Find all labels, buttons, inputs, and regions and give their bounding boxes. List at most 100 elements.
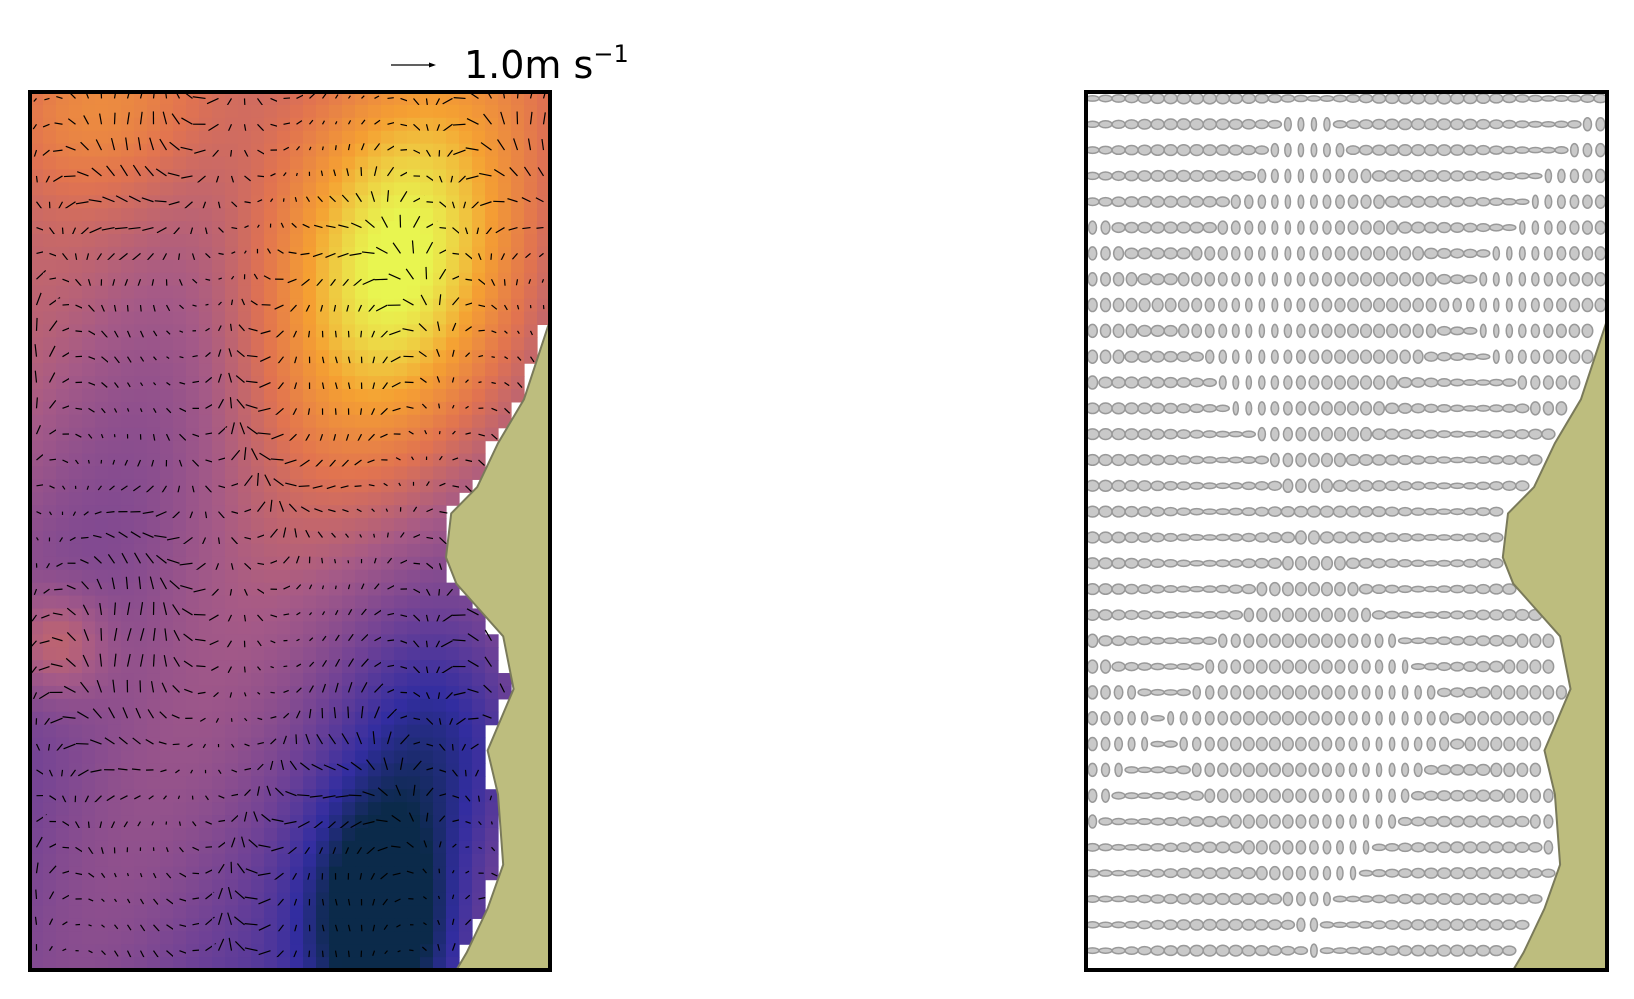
heat-cell — [290, 311, 304, 326]
velocity-arrow — [360, 143, 365, 151]
heat-cell — [108, 130, 122, 145]
tidal-ellipse — [1436, 918, 1452, 931]
heat-cell — [212, 518, 226, 532]
heat-cell — [212, 130, 226, 145]
heat-cell — [355, 259, 369, 274]
tidal-ellipse — [1515, 454, 1530, 466]
heat-cell — [381, 595, 395, 610]
velocity-arrow — [334, 682, 339, 693]
tidal-ellipse — [1295, 814, 1307, 829]
velocity-arrow — [245, 404, 258, 409]
heat-cell — [121, 621, 135, 635]
heat-cell — [225, 853, 239, 868]
velocity-arrow — [529, 111, 533, 125]
heat-cell — [485, 311, 499, 326]
heat-cell — [472, 853, 486, 868]
heat-cell — [420, 337, 434, 351]
velocity-arrow — [259, 452, 271, 461]
heat-cell — [316, 815, 330, 829]
heat-cell — [537, 259, 550, 274]
heat-cell — [420, 427, 434, 442]
tidal-ellipse — [1410, 893, 1426, 905]
tidal-ellipse — [1358, 144, 1374, 156]
velocity-arrow — [348, 95, 351, 99]
velocity-arrow — [81, 581, 89, 590]
heat-cell — [290, 931, 304, 945]
tidal-ellipse — [1436, 169, 1452, 182]
heat-cell — [433, 388, 447, 403]
velocity-arrow — [101, 356, 109, 363]
velocity-arrow — [42, 149, 50, 156]
heat-cell — [277, 234, 291, 248]
heat-cell — [407, 376, 421, 390]
heat-cell — [134, 466, 148, 480]
tidal-ellipse — [1191, 297, 1203, 313]
heat-cell — [407, 673, 421, 687]
tidal-ellipse — [1345, 119, 1361, 130]
tidal-ellipse — [1189, 429, 1204, 439]
velocity-arrow — [465, 175, 479, 180]
heat-cell — [82, 685, 96, 700]
heat-cell — [303, 169, 317, 183]
heat-cell — [394, 376, 408, 390]
heat-cell — [82, 169, 96, 183]
tidal-ellipse — [1258, 246, 1266, 261]
velocity-arrow — [150, 681, 155, 693]
heat-cell — [186, 582, 200, 597]
heat-cell — [43, 350, 57, 364]
tidal-ellipse — [1436, 687, 1452, 698]
velocity-arrow — [230, 837, 236, 848]
heat-cell — [407, 414, 421, 429]
tidal-ellipse — [1191, 323, 1203, 339]
tidal-ellipse — [1202, 377, 1217, 388]
tidal-ellipse — [1529, 685, 1542, 700]
heat-cell — [355, 414, 369, 429]
heat-cell — [433, 401, 447, 416]
heat-cell — [251, 401, 265, 416]
heat-cell — [95, 505, 109, 519]
velocity-arrow — [541, 279, 545, 283]
velocity-arrow — [283, 172, 287, 177]
tidal-ellipse — [1111, 145, 1126, 156]
heat-cell — [355, 518, 369, 532]
tidal-ellipse — [1349, 865, 1357, 881]
velocity-arrow — [380, 433, 388, 438]
tidal-ellipse — [1371, 869, 1387, 878]
tidal-ellipse — [1163, 454, 1178, 466]
velocity-arrow — [296, 120, 303, 125]
heat-cell — [485, 259, 499, 274]
velocity-arrow — [412, 506, 418, 512]
heat-cell — [238, 905, 252, 919]
tidal-ellipse — [1362, 814, 1370, 829]
tidal-ellipse — [1358, 119, 1374, 130]
heat-cell — [212, 776, 226, 790]
tidal-ellipse — [1594, 220, 1607, 235]
tidal-ellipse — [1581, 323, 1594, 339]
heat-cell — [160, 518, 174, 532]
tidal-ellipse — [1218, 375, 1227, 390]
heat-cell — [186, 556, 200, 571]
velocity-arrow — [101, 407, 106, 414]
tidal-ellipse — [1529, 401, 1541, 416]
velocity-arrow — [217, 325, 222, 332]
tidal-ellipse — [1176, 893, 1191, 905]
heat-cell — [485, 634, 499, 648]
tidal-ellipse — [1489, 660, 1504, 673]
heat-cell — [368, 711, 382, 726]
heat-cell — [199, 608, 213, 622]
velocity-arrow — [168, 201, 180, 206]
tidal-ellipse — [1228, 118, 1244, 130]
tidal-ellipse — [1282, 840, 1294, 855]
heat-cell — [264, 208, 278, 222]
tidal-ellipse — [1322, 814, 1332, 829]
velocity-arrow — [263, 275, 271, 280]
velocity-arrow — [491, 381, 496, 385]
heat-cell — [316, 479, 330, 493]
heat-cell — [212, 388, 226, 403]
tidal-ellipse — [1267, 93, 1283, 104]
tidal-ellipse — [1163, 195, 1178, 208]
tidal-ellipse — [1449, 430, 1465, 438]
velocity-arrow — [133, 552, 142, 564]
heat-cell — [420, 866, 434, 881]
